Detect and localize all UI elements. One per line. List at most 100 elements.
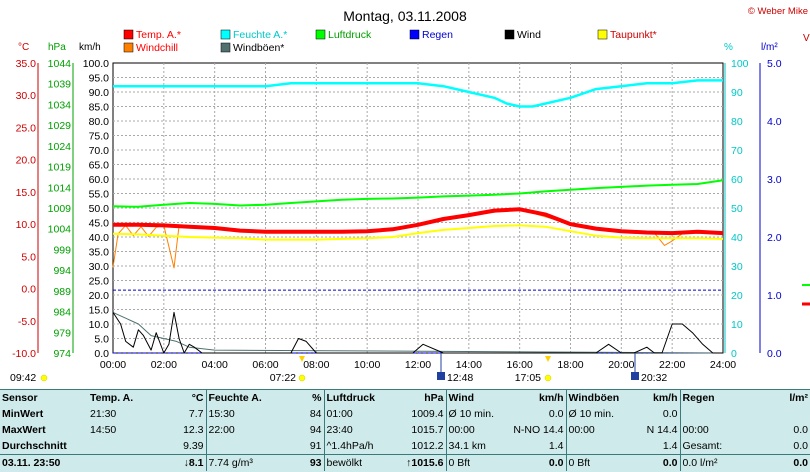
kmh-tick-label: 15.0 (89, 305, 110, 317)
kmh-tick-label: 10.0 (89, 319, 110, 331)
pct-tick-label: 90 (731, 87, 743, 99)
stats-cell: N 14.4 (646, 424, 678, 436)
rain-tick-label: 2.0 (767, 232, 782, 244)
temp-tick-label: -5.0 (18, 316, 36, 328)
stats-cell: 0.0 (793, 440, 808, 452)
stats-cell: Ø 10 min. (445, 406, 504, 422)
stats-cell: 1.4 (548, 440, 564, 452)
rain-tick-label: 4.0 (767, 116, 782, 128)
sun-icon (40, 374, 48, 382)
legend-label: Windböen* (233, 42, 284, 54)
hpa-tick-label: 1019 (48, 162, 72, 174)
legend-label: Wind (517, 29, 541, 41)
stats-cell: 01:00 (323, 406, 384, 422)
stats-header-cell: Windböen (565, 390, 624, 406)
series-line-feuchte-a (113, 79, 723, 108)
kmh-tick-label: 50.0 (89, 203, 110, 215)
stats-cell: ↓8.1 (150, 454, 206, 471)
stats-cell: 00:00 (445, 422, 504, 438)
stats-cell: MaxWert (2, 424, 46, 436)
kmh-tick-label: 75.0 (89, 131, 110, 143)
stats-cell: 1.4 (662, 440, 678, 452)
kmh-tick-label: 40.0 (89, 232, 110, 244)
kmh-tick-label: 95.0 (89, 73, 110, 85)
stats-cell: bewölkt (323, 454, 384, 471)
hpa-tick-label: 984 (53, 307, 71, 319)
pct-tick-label: 80 (731, 116, 743, 128)
rain-unit-label: l/m² (761, 42, 778, 53)
legend-label: Luftdruck (328, 29, 372, 41)
hpa-tick-label: 994 (53, 265, 71, 277)
stats-cell: 0 Bft (565, 454, 624, 471)
rain-tick-label: 1.0 (767, 290, 782, 302)
sunrise-time: 07:22 (270, 372, 296, 384)
stats-header-cell: Temp. A. (90, 392, 134, 404)
stats-cell: 21:30 (90, 408, 117, 420)
hpa-tick-label: 1014 (48, 182, 72, 194)
stats-cell: 94 (309, 424, 322, 436)
pct-tick-label: 20 (731, 290, 743, 302)
stats-header-row: Sensor Temp. A. °C Feuchte A.% Luftdruck hPa W… (0, 390, 810, 406)
kmh-tick-label: 90.0 (89, 87, 110, 99)
pct-tick-label: 0 (731, 348, 737, 360)
kmh-tick-label: 20.0 (89, 290, 110, 302)
sun-marker (545, 356, 551, 362)
stats-header-cell: Luftdruck (323, 390, 384, 406)
series-line-wind (112, 311, 723, 354)
kmh-unit-label: km/h (79, 42, 101, 53)
kmh-tick-label: 30.0 (89, 261, 110, 273)
kmh-tick-label: 85.0 (89, 102, 110, 114)
corner-char: V (803, 33, 810, 44)
sunset-time: 17:05 (515, 372, 541, 384)
hpa-tick-label: 1009 (48, 203, 72, 215)
legend-swatch (409, 29, 420, 40)
stats-cell (565, 438, 624, 455)
stats-header-cell: Feuchte A. (205, 390, 268, 406)
kmh-tick-label: 5.0 (94, 334, 109, 346)
temp-tick-label: 15.0 (16, 187, 37, 199)
legend-label: Temp. A.* (136, 29, 181, 41)
temp-tick-label: 35.0 (16, 58, 37, 70)
hpa-tick-label: 999 (53, 244, 71, 256)
pct-tick-label: 100 (731, 58, 749, 70)
stats-cell: 23:40 (323, 422, 384, 438)
x-tick-label: 18:00 (557, 359, 583, 371)
pct-tick-label: 60 (731, 174, 743, 186)
hpa-tick-label: 1039 (48, 79, 72, 91)
temp-tick-label: 0.0 (21, 284, 36, 296)
temp-tick-label: 25.0 (16, 122, 37, 134)
legend-label: Windchill (136, 42, 178, 54)
hpa-unit-label: hPa (48, 42, 66, 53)
stats-cell: N-NO 14.4 (513, 424, 564, 436)
temp-tick-label: 30.0 (16, 90, 37, 102)
x-tick-label: 02:00 (151, 359, 177, 371)
stats-cell: Ø 10 min. (565, 406, 624, 422)
grid (112, 62, 724, 354)
series-group (112, 79, 810, 354)
stats-cell (205, 438, 268, 455)
hpa-tick-label: 1044 (48, 58, 72, 70)
stats-cell: 84 (309, 408, 322, 420)
rain-tick-label: 3.0 (767, 174, 782, 186)
rain-tick-label: 0.0 (767, 348, 782, 360)
legend-swatch (597, 29, 608, 40)
x-tick-label: 08:00 (303, 359, 329, 371)
stats-cell: 0.0 l/m² (679, 454, 744, 471)
moonset-time: 20:32 (641, 372, 667, 384)
kmh-tick-label: 80.0 (89, 116, 110, 128)
temp-tick-label: 20.0 (16, 155, 37, 167)
sun-marker (299, 356, 305, 362)
stats-cell: Gesamt: (679, 438, 744, 455)
temp-tick-label: -10.0 (12, 348, 36, 360)
kmh-tick-label: 60.0 (89, 174, 110, 186)
stats-header-cell: °C (191, 392, 204, 404)
legend-swatch (504, 29, 515, 40)
kmh-tick-label: 35.0 (89, 247, 110, 259)
stats-header-cell: hPa (424, 392, 444, 404)
pct-tick-label: 30 (731, 261, 743, 273)
x-tick-label: 16:00 (507, 359, 533, 371)
x-tick-label: 24:00 (710, 359, 736, 371)
x-tick-label: 14:00 (456, 359, 482, 371)
x-tick-label: 00:00 (100, 359, 126, 371)
stats-header-cell: km/h (652, 392, 678, 404)
